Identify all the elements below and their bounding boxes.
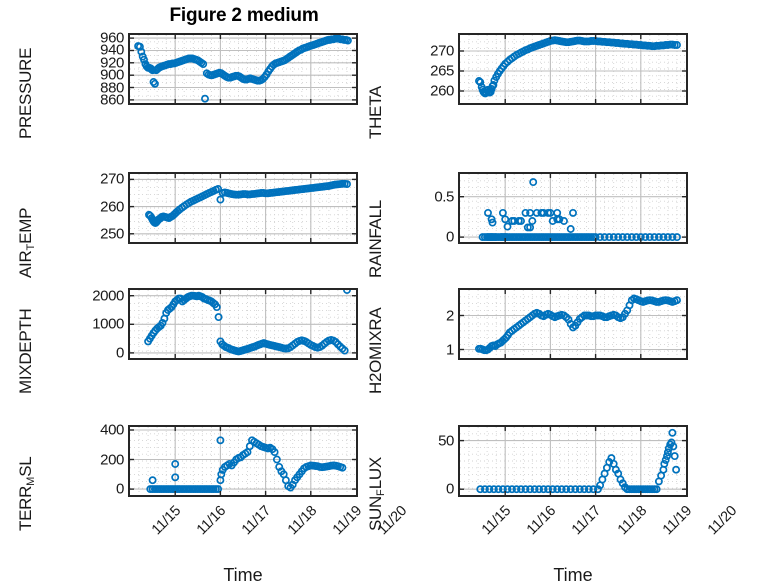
x-axis-label: Time	[223, 565, 263, 585]
x-tick-label: 11/20	[704, 503, 741, 539]
y-tick-label: 2000	[92, 287, 124, 305]
x-tick-label: 11/19	[659, 503, 695, 539]
plot-axes-air_temp	[128, 172, 358, 244]
x-tick-label: 11/18	[284, 503, 320, 539]
y-tick-label: 270	[100, 170, 124, 188]
data-series	[475, 36, 681, 98]
data-series	[146, 436, 347, 494]
x-tick-label: 11/17	[569, 503, 605, 539]
y-tick-label: 200	[100, 451, 124, 469]
y-tick-label: 265	[430, 62, 454, 80]
x-tick-label: 11/18	[614, 503, 650, 539]
y-axis-label: MIXDEPTH	[16, 308, 35, 394]
x-tick-label: 11/19	[329, 503, 365, 539]
y-tick-label: 860	[100, 91, 124, 109]
y-tick-label: 1000	[92, 315, 124, 333]
plot-axes-theta	[458, 33, 688, 105]
x-tick-label: 11/15	[478, 503, 515, 539]
y-tick-label: 260	[100, 198, 124, 216]
y-axis-label: THETA	[366, 86, 385, 139]
plot-axes-pressure	[128, 33, 358, 105]
y-tick-label: 2	[446, 307, 454, 324]
plot-canvas	[460, 35, 686, 103]
plot-canvas	[460, 174, 686, 242]
y-tick-label: 900	[100, 66, 124, 84]
y-tick-label: 250	[100, 225, 124, 243]
y-tick-label: 50	[438, 432, 454, 450]
data-series	[134, 35, 352, 103]
y-tick-label: 0	[116, 344, 124, 362]
y-tick-label: 270	[430, 42, 454, 60]
y-axis-label: RAINFALL	[366, 200, 385, 278]
data-series	[145, 179, 351, 227]
y-tick-label: 0	[446, 480, 454, 498]
plot-axes-sun_flux	[458, 425, 688, 497]
y-axis-label: PRESSURE	[16, 47, 35, 139]
y-tick-label: 400	[100, 421, 124, 439]
plot-canvas	[130, 174, 356, 242]
y-tick-label: 920	[100, 54, 124, 72]
plot-canvas	[130, 427, 356, 495]
x-tick-label: 11/17	[239, 503, 275, 539]
y-tick-label: 960	[100, 29, 124, 47]
data-series	[475, 294, 681, 355]
x-tick-label: 11/16	[194, 503, 230, 539]
x-tick-label: 11/15	[148, 503, 185, 539]
y-axis-label: H2OMIXRA	[366, 307, 385, 394]
data-series	[478, 178, 681, 242]
plot-axes-terr_msl	[128, 425, 358, 497]
x-axis-label: Time	[553, 565, 593, 585]
y-tick-label: 0	[446, 228, 454, 246]
figure-title: Figure 2 medium	[169, 5, 319, 26]
x-tick-label: 11/16	[524, 503, 560, 539]
y-tick-label: 260	[430, 82, 454, 100]
plot-canvas	[460, 290, 686, 358]
plot-axes-rainfall	[458, 172, 688, 244]
data-series	[476, 428, 681, 494]
y-tick-label: 1	[446, 341, 454, 358]
y-tick-label: 0.5	[434, 188, 454, 206]
plot-axes-h2omixra	[458, 288, 688, 360]
plot-axes-mixdepth	[128, 288, 358, 360]
plot-canvas	[130, 290, 356, 358]
data-series	[144, 290, 351, 356]
y-tick-label: 940	[100, 41, 124, 59]
y-axis-label: SUNFLUX	[366, 457, 387, 531]
y-axis-label: TERRMSL	[16, 456, 37, 531]
y-tick-label: 0	[116, 480, 124, 498]
plot-canvas	[130, 35, 356, 103]
y-axis-label: AIRTEMP	[16, 207, 37, 278]
y-tick-label: 880	[100, 79, 124, 97]
plot-canvas	[460, 427, 686, 495]
